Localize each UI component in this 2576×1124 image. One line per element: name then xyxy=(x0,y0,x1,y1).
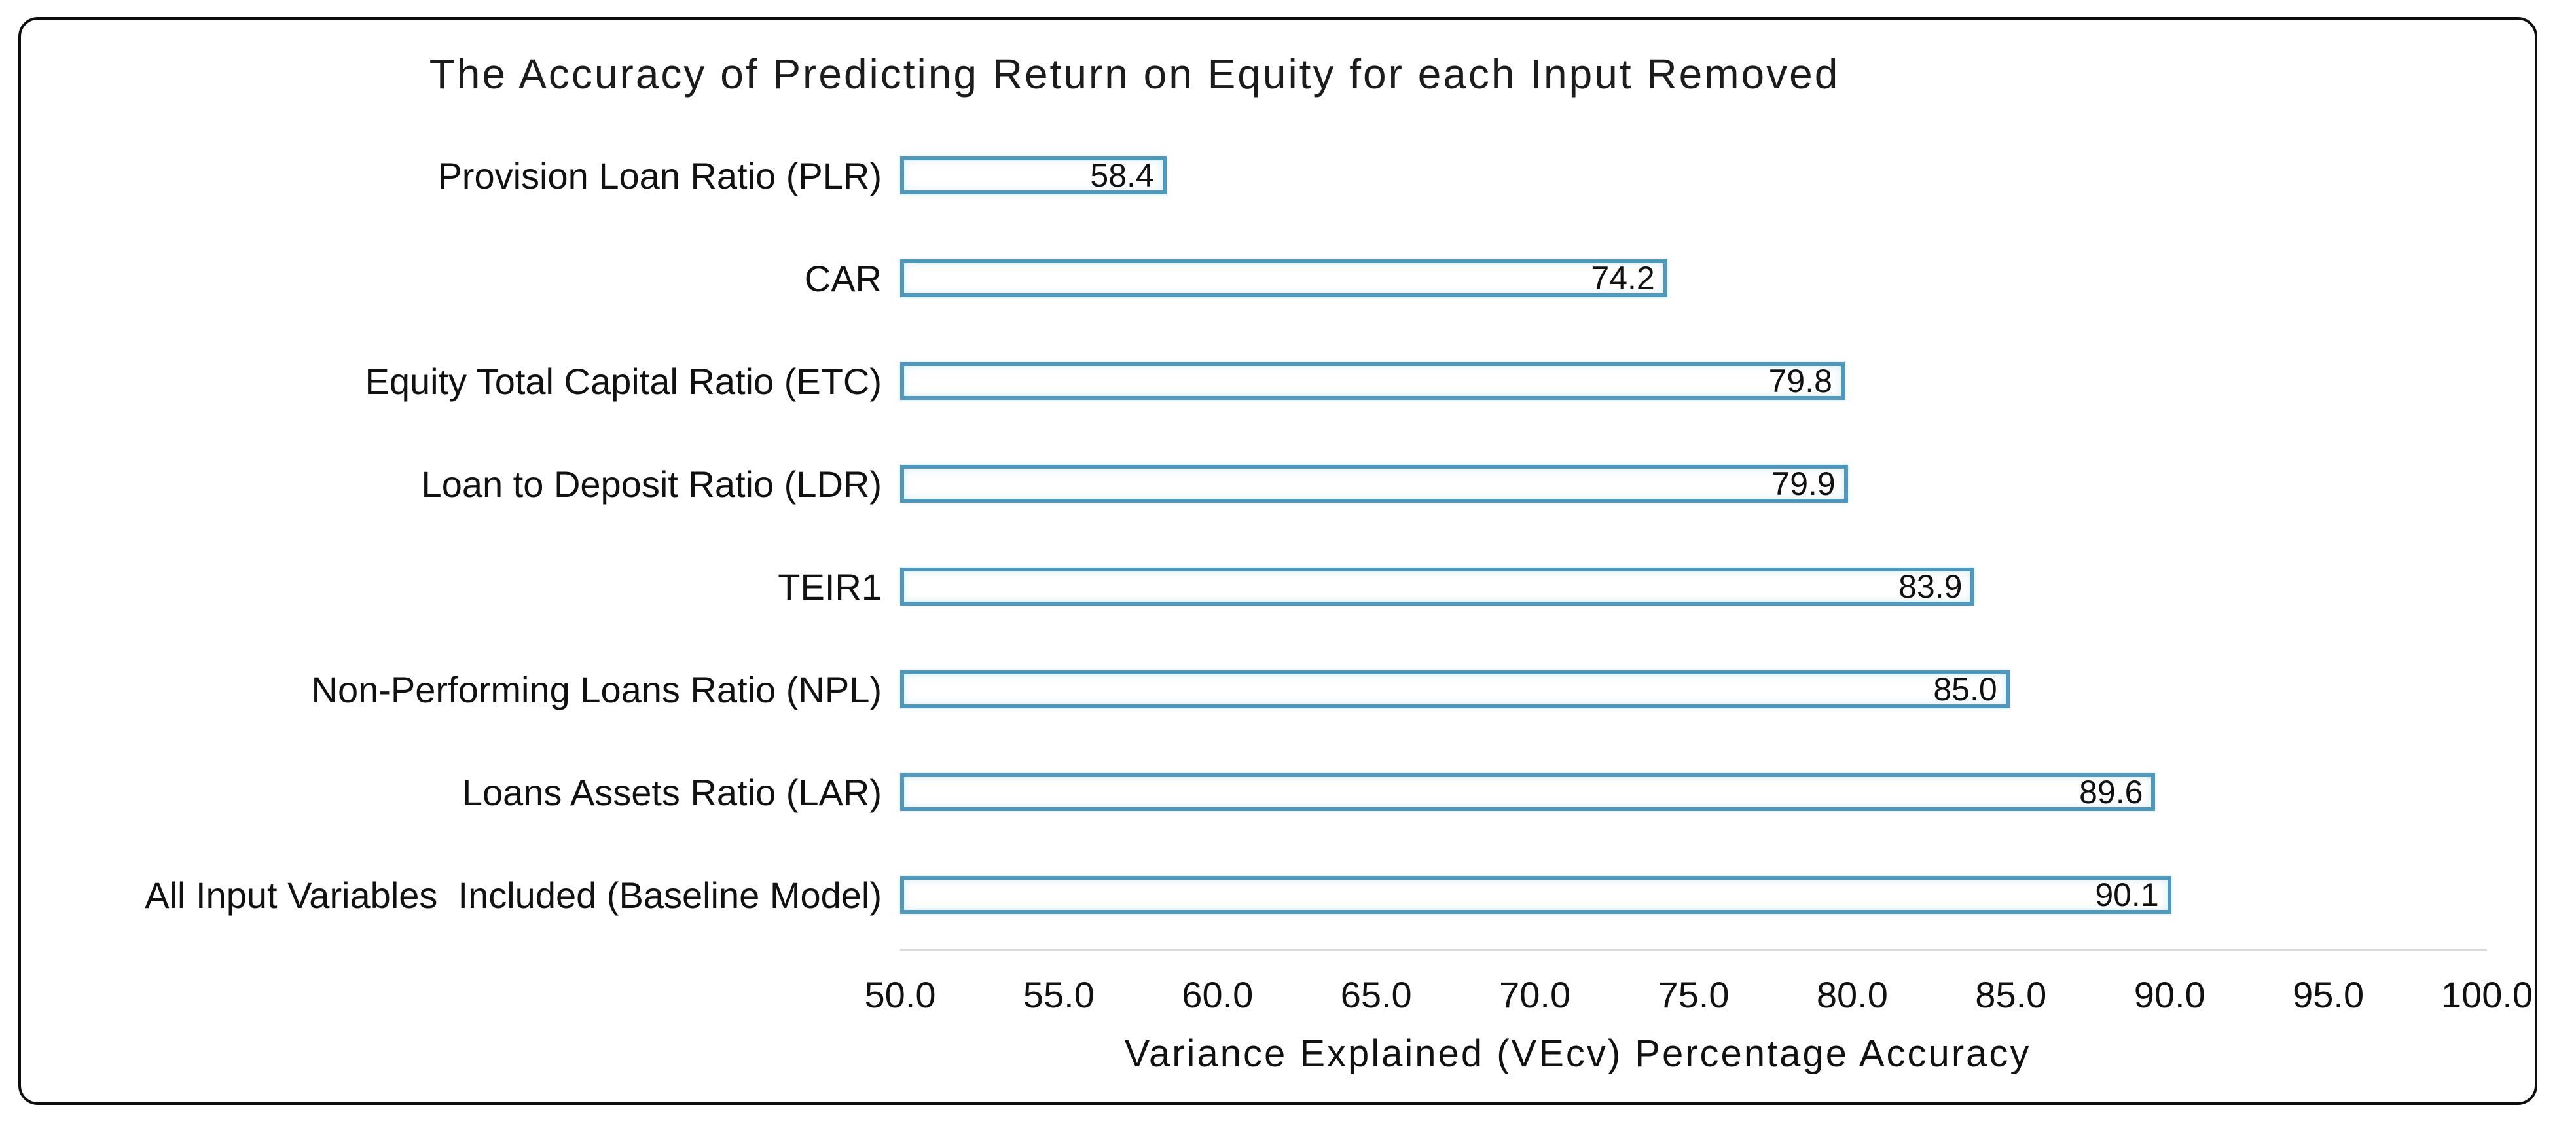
bar-track: 58.4 xyxy=(900,124,2485,227)
bar-row: CAR 74.2 xyxy=(0,227,2576,330)
x-tick-label: 60.0 xyxy=(1182,974,1254,1015)
bar: 85.0 xyxy=(900,670,2010,708)
bar: 90.1 xyxy=(900,876,2171,914)
bar-track: 74.2 xyxy=(900,227,2485,330)
bar-row: All Input Variables Included (Baseline M… xyxy=(0,844,2576,947)
x-tick-label: 90.0 xyxy=(2133,974,2205,1015)
bar-value-label: 85.0 xyxy=(1933,671,1997,708)
bar-track: 89.6 xyxy=(900,741,2485,844)
category-label: Provision Loan Ratio (PLR) xyxy=(437,155,882,196)
chart-title: The Accuracy of Predicting Return on Equ… xyxy=(429,50,1840,98)
bar: 58.4 xyxy=(900,156,1167,194)
category-label: Loans Assets Ratio (LAR) xyxy=(462,772,882,813)
x-tick-label: 65.0 xyxy=(1340,974,1412,1015)
bar-value-label: 79.8 xyxy=(1768,363,1832,399)
x-tick-label: 85.0 xyxy=(1975,974,2047,1015)
x-axis-line xyxy=(900,949,2487,951)
x-axis-title: Variance Explained (VEcv) Percentage Acc… xyxy=(1124,1032,2031,1075)
category-label: TEIR1 xyxy=(778,566,882,607)
bar: 79.8 xyxy=(900,362,1845,400)
bar-value-label: 89.6 xyxy=(2079,774,2143,810)
bar-plot-area: Provision Loan Ratio (PLR) 58.4 CAR 74.2… xyxy=(0,124,2576,947)
bar-value-label: 74.2 xyxy=(1591,260,1655,297)
bar-row: TEIR1 83.9 xyxy=(0,535,2576,638)
category-label: All Input Variables Included (Baseline M… xyxy=(145,875,882,916)
category-label: CAR xyxy=(804,258,882,299)
bar-value-label: 90.1 xyxy=(2095,877,2159,913)
x-tick-label: 75.0 xyxy=(1658,974,1730,1015)
x-tick-label: 50.0 xyxy=(864,974,936,1015)
bar: 74.2 xyxy=(900,259,1667,297)
x-tick-label: 80.0 xyxy=(1816,974,1888,1015)
category-label: Loan to Deposit Ratio (LDR) xyxy=(421,463,882,505)
x-tick-label: 70.0 xyxy=(1499,974,1571,1015)
bar-value-label: 83.9 xyxy=(1898,568,1963,605)
bar-value-label: 58.4 xyxy=(1090,157,1154,194)
chart-outer-frame xyxy=(18,17,2537,1105)
x-axis-tick-labels: 50.0 55.0 60.0 65.0 70.0 75.0 80.0 85.0 90.0 95.0… xyxy=(0,973,2576,1019)
bar-value-label: 79.9 xyxy=(1771,465,1836,502)
x-tick-label: 100.0 xyxy=(2440,974,2533,1015)
bar-track: 79.8 xyxy=(900,330,2485,433)
bar-track: 83.9 xyxy=(900,535,2485,638)
category-label: Equity Total Capital Ratio (ETC) xyxy=(365,361,882,402)
bar-row: Loans Assets Ratio (LAR) 89.6 xyxy=(0,741,2576,844)
bar-track: 85.0 xyxy=(900,638,2485,741)
bar: 83.9 xyxy=(900,568,1975,606)
bar: 89.6 xyxy=(900,773,2156,811)
bar-track: 79.9 xyxy=(900,433,2485,535)
bar-row: Non-Performing Loans Ratio (NPL) 85.0 xyxy=(0,638,2576,741)
bar-row: Provision Loan Ratio (PLR) 58.4 xyxy=(0,124,2576,227)
bar-row: Loan to Deposit Ratio (LDR) 79.9 xyxy=(0,433,2576,535)
bar-track: 90.1 xyxy=(900,844,2485,947)
bar-row: Equity Total Capital Ratio (ETC) 79.8 xyxy=(0,330,2576,433)
x-tick-label: 55.0 xyxy=(1023,974,1095,1015)
category-label: Non-Performing Loans Ratio (NPL) xyxy=(311,669,882,710)
x-tick-label: 95.0 xyxy=(2293,974,2365,1015)
bar: 79.9 xyxy=(900,465,1848,503)
